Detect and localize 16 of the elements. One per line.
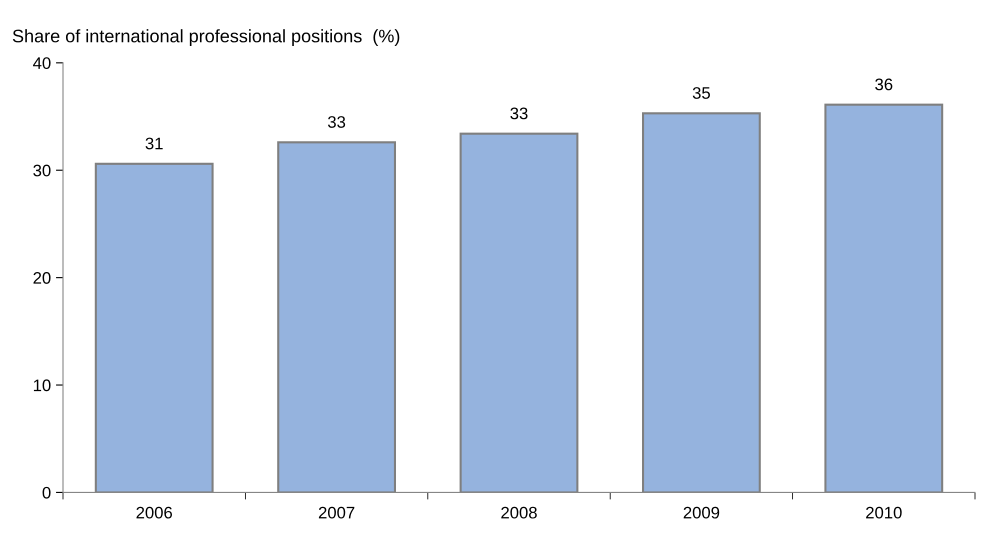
y-tick-label: 0 bbox=[42, 486, 51, 499]
data-label: 36 bbox=[875, 78, 892, 90]
x-tick-label: 2009 bbox=[684, 506, 720, 519]
data-label: 33 bbox=[328, 116, 346, 128]
data-label: 33 bbox=[510, 108, 528, 120]
y-tick-label: 40 bbox=[33, 57, 51, 70]
chart-title: Share of international professional positions (%) bbox=[12, 29, 400, 46]
y-tick-label: 10 bbox=[34, 379, 51, 392]
x-tick-label: 2006 bbox=[136, 506, 172, 519]
data-label: 31 bbox=[146, 138, 163, 150]
y-tick-label: 30 bbox=[33, 164, 51, 176]
data-label: 35 bbox=[692, 87, 710, 99]
x-tick-label: 2010 bbox=[866, 506, 902, 519]
x-tick-label: 2007 bbox=[318, 506, 354, 519]
x-tick-label: 2008 bbox=[501, 506, 537, 519]
y-tick-label: 20 bbox=[33, 272, 51, 284]
